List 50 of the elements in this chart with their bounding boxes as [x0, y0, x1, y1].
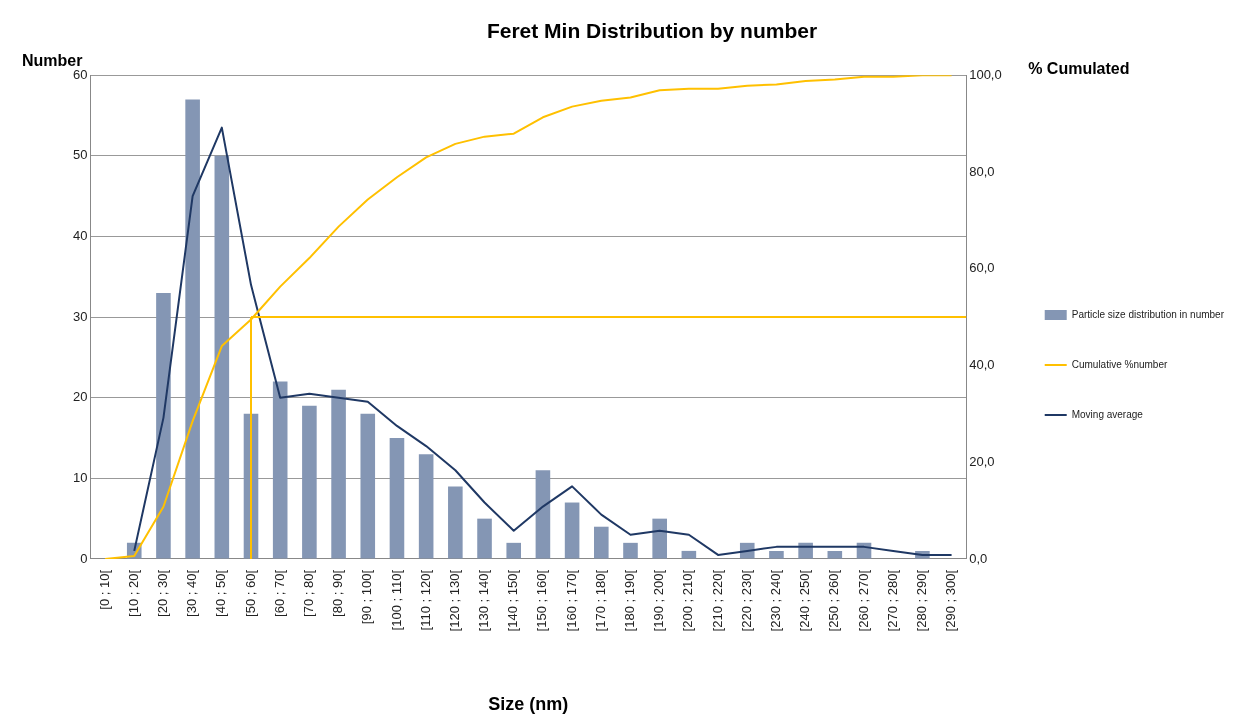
x-tick-label: [290 ; 300[: [943, 569, 959, 632]
y-tick-label: 10: [72, 469, 88, 485]
y-tick-label: 60: [72, 66, 88, 82]
x-tick-label: [60 ; 70[: [271, 569, 287, 617]
x-tick-label: [240 ; 250[: [797, 569, 813, 632]
x-tick-label: [210 ; 220[: [709, 569, 725, 632]
x-tick-label: [260 ; 270[: [855, 569, 871, 632]
y2-axis-title: % Cumulated: [1028, 59, 1130, 77]
x-tick-label: [10 ; 20[: [125, 569, 141, 617]
y2-tick-label: 80,0: [969, 163, 995, 179]
y-tick-label: 50: [72, 147, 88, 163]
x-tick-label: [50 ; 60[: [242, 569, 258, 617]
x-tick-label: [280 ; 290[: [913, 569, 929, 632]
chart-title: Feret Min Distribution by number: [486, 19, 818, 43]
x-axis-title: Size (nm): [488, 694, 569, 715]
x-tick-label: [130 ; 140[: [476, 569, 492, 632]
x-tick-label: [80 ; 90[: [330, 569, 346, 617]
x-tick-label: [160 ; 170[: [563, 569, 579, 632]
x-tick-label: [270 ; 280[: [884, 569, 900, 632]
y-tick-label: 40: [72, 228, 88, 244]
y2-tick-label: 20,0: [969, 453, 995, 469]
legend-label: Cumulative %number: [1071, 358, 1168, 370]
y2-tick-label: 100,0: [969, 66, 1002, 82]
x-tick-label: [180 ; 190[: [622, 569, 638, 632]
x-tick-label: [150 ; 160[: [534, 569, 550, 632]
y-tick-label: 0: [80, 550, 88, 566]
x-tick-label: [140 ; 150[: [505, 569, 521, 632]
x-tick-label: [110 ; 120[: [417, 569, 433, 631]
y-tick-label: 30: [72, 308, 88, 324]
x-tick-label: [20 ; 30[: [155, 569, 171, 617]
x-tick-label: [30 ; 40[: [184, 569, 200, 617]
x-tick-label: [90 ; 100[: [359, 569, 375, 625]
y2-tick-label: 40,0: [969, 357, 995, 373]
legend-label: Moving average: [1071, 408, 1144, 420]
x-tick-label: [100 ; 110[: [388, 569, 404, 631]
x-tick-label: [200 ; 210[: [680, 569, 696, 632]
legend-label: Particle size distribution in number: [1071, 308, 1225, 320]
y2-tick-label: 60,0: [969, 260, 995, 276]
y-tick-label: 20: [72, 389, 88, 405]
x-tick-label: [170 ; 180[: [592, 569, 608, 632]
x-tick-label: [230 ; 240[: [768, 569, 784, 632]
x-tick-label: [70 ; 80[: [300, 569, 316, 617]
y2-tick-label: 0,0: [969, 550, 988, 566]
x-tick-label: [250 ; 260[: [826, 569, 842, 632]
x-tick-label: [220 ; 230[: [738, 569, 754, 632]
y-axis-title: Number: [22, 51, 83, 69]
x-tick-label: [40 ; 50[: [213, 569, 229, 617]
x-tick-label: [120 ; 130[: [446, 569, 462, 632]
x-tick-label: [0 ; 10[: [96, 569, 112, 610]
x-tick-label: [190 ; 200[: [651, 569, 667, 632]
